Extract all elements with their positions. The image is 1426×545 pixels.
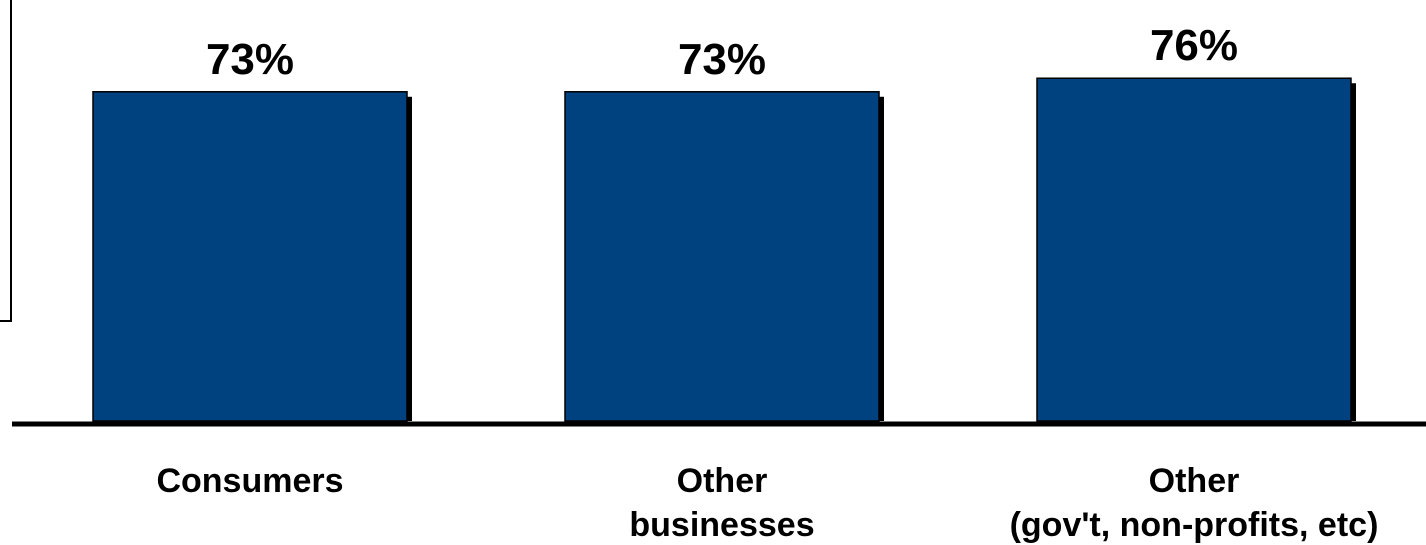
data-label: 76% (1150, 21, 1238, 70)
bar (92, 91, 408, 422)
category-labels-group: Consumers Other businesses Other (gov't, non… (156, 462, 1378, 544)
category-label: Other (1149, 462, 1240, 500)
category-label: Consumers (156, 462, 343, 500)
category-label: businesses (629, 506, 814, 544)
data-label: 73% (206, 35, 294, 84)
category-label: Other (677, 462, 768, 500)
data-labels-group: 73% 73% 76% (206, 21, 1238, 84)
bar (564, 91, 880, 422)
bar (1036, 77, 1352, 422)
category-label: (gov't, non-profits, etc) (1010, 506, 1379, 544)
data-label: 73% (678, 35, 766, 84)
bars-group (92, 77, 1356, 422)
